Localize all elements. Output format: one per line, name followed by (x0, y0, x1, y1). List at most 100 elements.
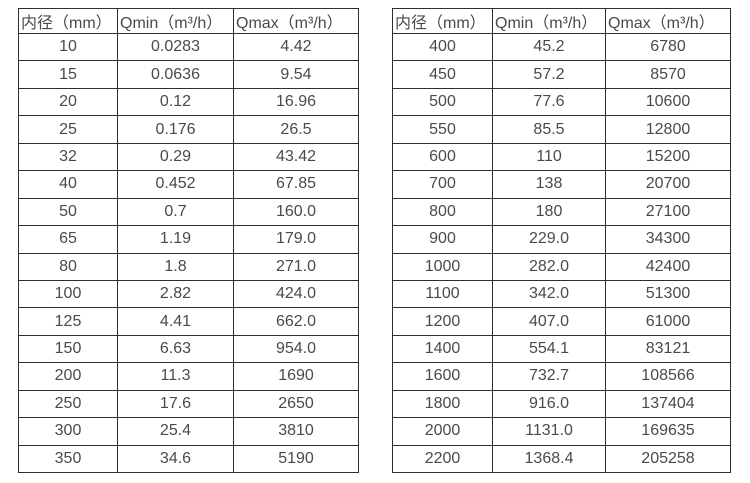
table-cell: 6780 (605, 32, 731, 62)
table-cell: 550 (392, 115, 493, 144)
table-cell: 4.41 (117, 307, 234, 336)
table-cell: 900 (392, 225, 493, 254)
table-cell: 700 (392, 170, 493, 199)
table-cell: 43.42 (233, 142, 359, 172)
table-row: 600 110 15200 (392, 142, 731, 172)
table-cell: 15200 (605, 142, 731, 172)
table-cell: 5190 (233, 444, 359, 474)
table-row: 80 1.8 271.0 (18, 252, 359, 281)
table-cell: 250 (18, 389, 118, 419)
table-cell: 51300 (605, 279, 731, 309)
table-cell: 10600 (605, 87, 731, 117)
table-cell: 0.176 (117, 115, 234, 144)
table-body: 400 45.2 6780 450 57.2 8570 500 77.6 10600 550 85.… (392, 32, 731, 474)
table-cell: 110 (492, 142, 606, 172)
table-cell: 10 (18, 32, 118, 62)
table-row: 900 229.0 34300 (392, 225, 731, 254)
table-cell: 2650 (233, 389, 359, 419)
table-cell: 32 (18, 142, 118, 172)
table-cell: 342.0 (492, 279, 606, 309)
table-row: 50 0.7 160.0 (18, 197, 359, 227)
table-cell: 0.0636 (117, 60, 234, 89)
header-row: 内径（mm） Qmin（m³/h） Qmax（m³/h） (392, 8, 731, 34)
table-cell: 732.7 (492, 362, 606, 391)
table-cell: 229.0 (492, 225, 606, 254)
table-cell: 200 (18, 362, 118, 391)
table-cell: 271.0 (233, 252, 359, 281)
table-row: 10 0.0283 4.42 (18, 32, 359, 62)
header-row: 内径（mm） Qmin（m³/h） Qmax（m³/h） (18, 8, 359, 34)
table-cell: 9.54 (233, 60, 359, 89)
table-row: 350 34.6 5190 (18, 444, 359, 474)
table-row: 1400 554.1 83121 (392, 334, 731, 364)
table-row: 1600 732.7 108566 (392, 362, 731, 391)
table-cell: 1800 (392, 389, 493, 419)
table-cell: 0.452 (117, 170, 234, 199)
column-header: Qmax（m³/h） (605, 8, 731, 34)
table-cell: 1000 (392, 252, 493, 281)
table-cell: 17.6 (117, 389, 234, 419)
table-row: 1800 916.0 137404 (392, 389, 731, 419)
table-row: 300 25.4 3810 (18, 417, 359, 446)
table-cell: 2200 (392, 444, 493, 474)
table-cell: 1131.0 (492, 417, 606, 446)
table-row: 200 11.3 1690 (18, 362, 359, 391)
table-cell: 83121 (605, 334, 731, 364)
table-cell: 407.0 (492, 307, 606, 336)
table-cell: 65 (18, 225, 118, 254)
table-row: 15 0.0636 9.54 (18, 60, 359, 89)
table-cell: 400 (392, 32, 493, 62)
table-cell: 350 (18, 444, 118, 474)
table-cell: 61000 (605, 307, 731, 336)
table-cell: 40 (18, 170, 118, 199)
table-cell: 2000 (392, 417, 493, 446)
table-cell: 20700 (605, 170, 731, 199)
table-row: 500 77.6 10600 (392, 87, 731, 117)
table-cell: 1690 (233, 362, 359, 391)
table-row: 100 2.82 424.0 (18, 279, 359, 309)
table-cell: 662.0 (233, 307, 359, 336)
table-cell: 34300 (605, 225, 731, 254)
table-cell: 500 (392, 87, 493, 117)
table-cell: 150 (18, 334, 118, 364)
table-header-row: 内径（mm） Qmin（m³/h） Qmax（m³/h） (392, 8, 731, 34)
table-cell: 600 (392, 142, 493, 172)
table-row: 32 0.29 43.42 (18, 142, 359, 172)
table-cell: 160.0 (233, 197, 359, 227)
table-row: 125 4.41 662.0 (18, 307, 359, 336)
table-cell: 34.6 (117, 444, 234, 474)
table-cell: 26.5 (233, 115, 359, 144)
column-header: Qmax（m³/h） (233, 8, 359, 34)
table-cell: 954.0 (233, 334, 359, 364)
table-cell: 0.12 (117, 87, 234, 117)
table-cell: 50 (18, 197, 118, 227)
table-cell: 11.3 (117, 362, 234, 391)
table-cell: 85.5 (492, 115, 606, 144)
column-header: Qmin（m³/h） (117, 8, 234, 34)
table-cell: 1368.4 (492, 444, 606, 474)
table-cell: 800 (392, 197, 493, 227)
table-cell: 916.0 (492, 389, 606, 419)
table-cell: 108566 (605, 362, 731, 391)
table-row: 800 180 27100 (392, 197, 731, 227)
table-cell: 27100 (605, 197, 731, 227)
table-cell: 179.0 (233, 225, 359, 254)
flow-table-small-diameters: 内径（mm） Qmin（m³/h） Qmax（m³/h） 10 0.0283 4.42 1… (18, 8, 359, 474)
table-cell: 205258 (605, 444, 731, 474)
table-cell: 300 (18, 417, 118, 446)
table-cell: 282.0 (492, 252, 606, 281)
table-cell: 4.42 (233, 32, 359, 62)
flow-table-large-diameters: 内径（mm） Qmin（m³/h） Qmax（m³/h） 400 45.2 6780 45… (392, 8, 731, 474)
table-row: 25 0.176 26.5 (18, 115, 359, 144)
table-cell: 2.82 (117, 279, 234, 309)
table-cell: 15 (18, 60, 118, 89)
table-row: 40 0.452 67.85 (18, 170, 359, 199)
table-cell: 80 (18, 252, 118, 281)
table-cell: 1.19 (117, 225, 234, 254)
table-cell: 1.8 (117, 252, 234, 281)
table-cell: 100 (18, 279, 118, 309)
table-cell: 554.1 (492, 334, 606, 364)
table-cell: 1400 (392, 334, 493, 364)
table-row: 450 57.2 8570 (392, 60, 731, 89)
table-cell: 45.2 (492, 32, 606, 62)
